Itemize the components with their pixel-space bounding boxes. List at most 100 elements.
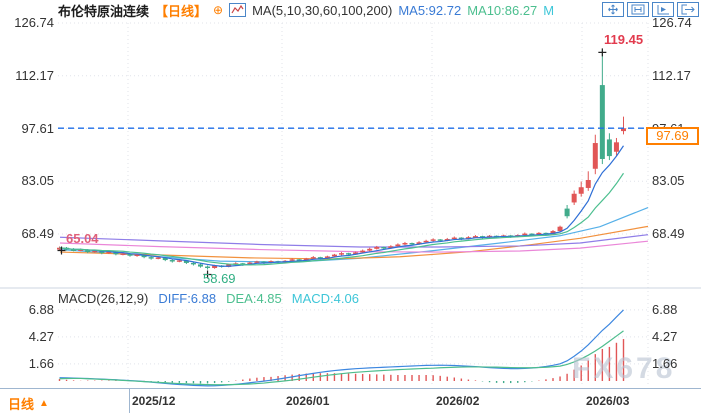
- candle-body: [451, 237, 457, 240]
- candle-body: [71, 249, 77, 251]
- ma-line-ma60: [59, 225, 649, 260]
- period-tag[interactable]: 【日线】: [155, 3, 208, 19]
- candle-body: [423, 240, 429, 243]
- candle-body: [578, 187, 584, 194]
- macd-tick-right: 1.66: [652, 355, 678, 371]
- ma5-value-label: MA5:92.72: [398, 2, 462, 18]
- candle-body: [226, 264, 232, 267]
- candle-body: [127, 253, 133, 256]
- candle-body: [416, 242, 422, 245]
- macd-dea-line: [59, 330, 624, 386]
- candle-body: [388, 246, 394, 249]
- candle-body: [571, 193, 577, 203]
- candle-body: [85, 249, 91, 253]
- watermark: FX678: [572, 352, 676, 385]
- candle-body: [141, 254, 147, 258]
- candle-body: [310, 257, 316, 259]
- candle-body: [106, 251, 112, 254]
- add-indicator-icon[interactable]: ⊕: [213, 3, 224, 17]
- price-tick-right: 112.17: [652, 67, 691, 83]
- candle-body: [592, 143, 598, 169]
- candle-body: [78, 249, 84, 251]
- chart-toolbar: [602, 2, 699, 17]
- candle-body: [522, 233, 528, 236]
- candle-body: [550, 231, 556, 235]
- price-tick-left: 97.61: [21, 120, 54, 136]
- candle-body: [198, 264, 203, 267]
- macd-header: MACD(26,12,9) DIFF:6.88 DEA:4.85 MACD:4.…: [58, 291, 359, 306]
- candle-body: [148, 257, 154, 259]
- exit-chart-icon[interactable]: [677, 2, 699, 17]
- price-tick-right: 68.49: [652, 226, 685, 241]
- candle-body: [529, 233, 535, 236]
- macd-tick-left: 1.66: [28, 355, 54, 371]
- candle-body: [564, 208, 570, 217]
- candle-body: [472, 236, 478, 238]
- candle-body: [585, 179, 591, 188]
- candle-body: [353, 252, 359, 255]
- candle-body: [339, 253, 344, 255]
- candle-body: [176, 260, 182, 262]
- candle-body: [212, 265, 218, 269]
- ma-line-ma200: [59, 240, 649, 253]
- candle-body: [360, 250, 366, 253]
- price-tick-left: 83.05: [21, 173, 54, 189]
- annotation-first-price: 65.04: [66, 231, 99, 246]
- candle-body: [557, 226, 563, 232]
- macd-tick-left: 4.27: [28, 328, 54, 344]
- candle-body: [120, 253, 126, 255]
- candle-body: [303, 258, 309, 261]
- chart-header: 布伦特原油连续 【日线】 ⊕ MA(5,10,30,60,100,200) MA…: [58, 2, 554, 19]
- candle-body: [247, 262, 253, 265]
- price-tick-right: 83.05: [652, 173, 685, 189]
- candle-body: [465, 237, 471, 240]
- candle-body: [317, 257, 323, 259]
- x-axis-tick: 2025/12: [132, 394, 176, 408]
- candle-body: [324, 256, 330, 259]
- candle-body: [155, 257, 161, 259]
- candle-body: [621, 128, 626, 132]
- candle-body: [430, 239, 436, 241]
- macd-value-label: MACD:4.06: [291, 291, 359, 306]
- candle-body: [254, 261, 260, 263]
- candle-body: [261, 261, 267, 263]
- candle-body: [113, 251, 119, 255]
- candle-body: [169, 260, 175, 262]
- macd-params-label: MACD(26,12,9): [58, 291, 149, 306]
- price-tick-left: 68.49: [21, 226, 54, 241]
- kline-icon[interactable]: [229, 3, 247, 17]
- candle-body: [134, 254, 140, 257]
- candle-body: [409, 243, 415, 245]
- price-tick-right: 126.74: [652, 15, 692, 30]
- extreme-cross-icon: [598, 48, 607, 57]
- price-tick-left: 112.17: [15, 67, 54, 83]
- period-selector-label: 日线: [8, 397, 35, 412]
- candle-body: [190, 262, 196, 265]
- axis-range-icon[interactable]: [627, 2, 649, 17]
- candle-body: [402, 243, 408, 245]
- candle-body: [183, 260, 189, 263]
- macd-tick-left: 6.88: [28, 301, 54, 317]
- candle-body: [606, 139, 612, 157]
- macd-dea-label: DEA:4.85: [226, 291, 282, 306]
- candle-body: [205, 266, 211, 269]
- ma-line-ma10: [59, 172, 624, 266]
- candle-body: [536, 232, 542, 236]
- candle-body: [162, 257, 168, 261]
- candle-body: [289, 259, 295, 261]
- candle-body: [599, 85, 605, 159]
- candle-body: [240, 263, 246, 265]
- instrument-title: 布伦特原油连续: [58, 3, 150, 19]
- crosshair-icon[interactable]: [602, 2, 624, 17]
- candle-body: [99, 250, 105, 254]
- annotation-low-price: 58.69: [203, 271, 236, 286]
- macd-tick-right: 4.27: [652, 328, 678, 344]
- candle-body: [480, 236, 485, 238]
- period-selector[interactable]: 日线 ▲: [8, 394, 49, 413]
- triangle-up-icon: ▲: [39, 398, 49, 409]
- play-forward-icon[interactable]: [652, 2, 674, 17]
- candle-body: [367, 248, 373, 251]
- candle-body: [395, 244, 401, 247]
